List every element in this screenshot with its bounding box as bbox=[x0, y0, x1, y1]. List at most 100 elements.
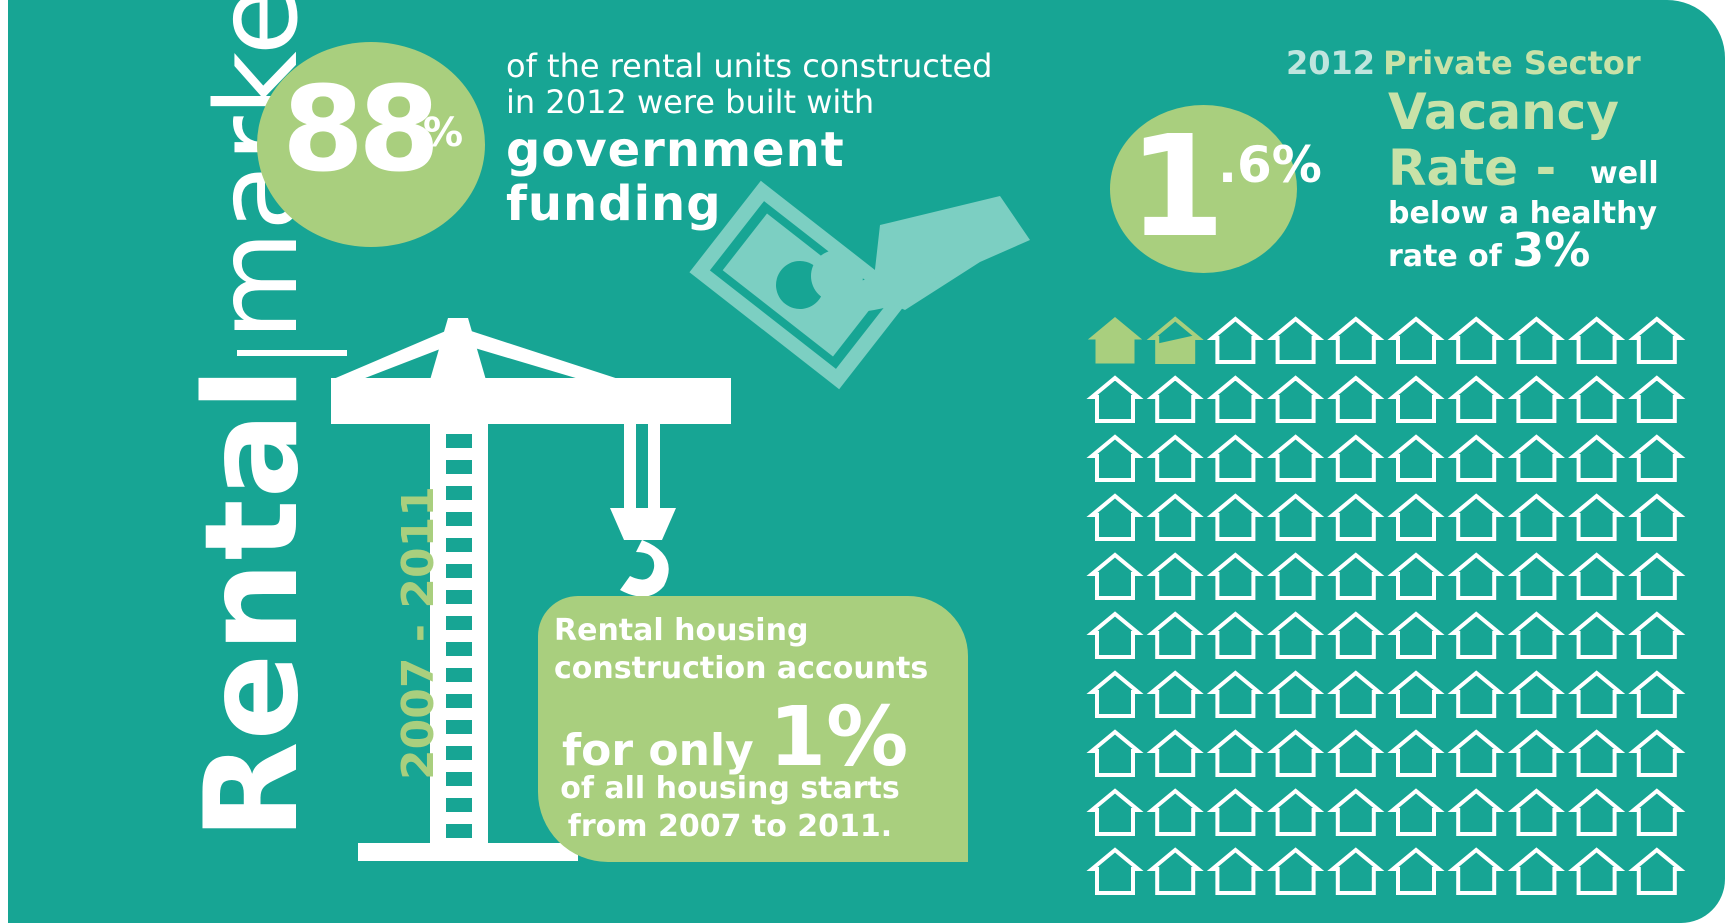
house-icon bbox=[1086, 434, 1144, 482]
percent-88-value: 88 bbox=[282, 60, 440, 198]
house-icon bbox=[1628, 847, 1686, 895]
house-icon bbox=[1507, 788, 1565, 836]
construction-card bbox=[538, 596, 968, 862]
house-icon bbox=[1628, 788, 1686, 836]
crane-ladder bbox=[446, 434, 472, 838]
house-icon bbox=[1447, 788, 1505, 836]
house-icon bbox=[1086, 611, 1144, 659]
house-icon bbox=[1507, 611, 1565, 659]
house-icon bbox=[1507, 316, 1565, 364]
money-hand-icon bbox=[689, 180, 1030, 390]
construction-line-4: of all housing starts bbox=[560, 771, 900, 806]
house-icon bbox=[1628, 493, 1686, 541]
house-icon bbox=[1146, 552, 1204, 600]
house-icon bbox=[1206, 729, 1264, 777]
vacancy-rate-label: Vacancy Rate - bbox=[1388, 84, 1619, 196]
house-icon bbox=[1206, 552, 1264, 600]
house-icon bbox=[1507, 552, 1565, 600]
house-icon bbox=[1327, 788, 1385, 836]
house-icon bbox=[1327, 552, 1385, 600]
gov-big-2: funding bbox=[506, 176, 722, 232]
gov-line-1: of the rental units constructed bbox=[506, 47, 993, 85]
house-icon bbox=[1206, 788, 1264, 836]
house-icon bbox=[1086, 375, 1144, 423]
house-icon bbox=[1146, 847, 1204, 895]
government-description: of the rental units constructed in 2012 … bbox=[506, 48, 992, 120]
house-icon bbox=[1628, 375, 1686, 423]
house-icon bbox=[1387, 316, 1445, 364]
house-icon bbox=[1387, 493, 1445, 541]
house-icon bbox=[1267, 670, 1325, 718]
title-divider bbox=[236, 350, 347, 357]
house-icon bbox=[1146, 611, 1204, 659]
house-icon bbox=[1568, 788, 1626, 836]
house-icon bbox=[1507, 375, 1565, 423]
gov-big-1: government bbox=[506, 122, 845, 178]
house-icon bbox=[1206, 316, 1264, 364]
house-icon bbox=[1206, 375, 1264, 423]
vacancy-healthy-rate: 3% bbox=[1512, 223, 1591, 277]
house-icon bbox=[1568, 552, 1626, 600]
house-icon bbox=[1447, 729, 1505, 777]
house-icon bbox=[1146, 316, 1204, 364]
house-icon bbox=[1086, 552, 1144, 600]
house-icon bbox=[1267, 847, 1325, 895]
construction-footer: of all housing starts from 2007 to 2011. bbox=[552, 770, 908, 846]
house-icon bbox=[1146, 729, 1204, 777]
house-icon bbox=[1267, 434, 1325, 482]
house-icon bbox=[1568, 670, 1626, 718]
house-icon bbox=[1507, 670, 1565, 718]
house-icon bbox=[1568, 316, 1626, 364]
house-icon bbox=[1327, 847, 1385, 895]
vacancy-big-1: Vacancy bbox=[1388, 83, 1619, 141]
house-icon bbox=[1206, 670, 1264, 718]
construction-line-1: Rental housing bbox=[554, 613, 809, 648]
house-icon bbox=[1086, 788, 1144, 836]
house-grid bbox=[1086, 316, 1686, 895]
house-icon bbox=[1327, 375, 1385, 423]
house-icon bbox=[1447, 434, 1505, 482]
house-icon bbox=[1267, 552, 1325, 600]
house-icon bbox=[1327, 493, 1385, 541]
vacancy-value-dec: .6% bbox=[1218, 136, 1322, 194]
vacancy-heading: 2012 Private Sector bbox=[1286, 44, 1641, 82]
house-icon bbox=[1267, 316, 1325, 364]
vacancy-below: below a healthy rate of 3% bbox=[1388, 196, 1657, 275]
house-icon bbox=[1267, 375, 1325, 423]
house-icon bbox=[1206, 847, 1264, 895]
house-icon bbox=[1447, 670, 1505, 718]
house-icon bbox=[1568, 611, 1626, 659]
percent-88-sign: % bbox=[423, 110, 464, 156]
house-icon bbox=[1206, 611, 1264, 659]
vacancy-rate-of: rate of bbox=[1388, 239, 1502, 274]
house-icon bbox=[1267, 493, 1325, 541]
title-bold: Rental bbox=[178, 366, 327, 840]
construction-line-5: from 2007 to 2011. bbox=[567, 809, 893, 844]
vacancy-value-int: 1 bbox=[1128, 106, 1226, 269]
government-funding-label: government funding bbox=[506, 123, 845, 231]
house-icon bbox=[1387, 670, 1445, 718]
house-icon bbox=[1146, 670, 1204, 718]
house-icon bbox=[1507, 493, 1565, 541]
house-icon bbox=[1387, 375, 1445, 423]
construction-percent: 1% bbox=[769, 690, 909, 785]
house-icon bbox=[1387, 788, 1445, 836]
house-icon bbox=[1327, 611, 1385, 659]
house-icon bbox=[1267, 788, 1325, 836]
house-icon bbox=[1447, 552, 1505, 600]
house-icon bbox=[1628, 434, 1686, 482]
house-icon bbox=[1568, 375, 1626, 423]
house-icon bbox=[1628, 611, 1686, 659]
house-icon bbox=[1327, 316, 1385, 364]
vacancy-circle bbox=[1110, 105, 1297, 273]
house-icon bbox=[1146, 434, 1204, 482]
house-icon bbox=[1267, 729, 1325, 777]
percent-88-circle bbox=[257, 42, 485, 247]
house-icon bbox=[1447, 375, 1505, 423]
house-icon bbox=[1146, 375, 1204, 423]
construction-years: 2007 - 2011 bbox=[393, 486, 444, 780]
gov-line-2: in 2012 were built with bbox=[506, 83, 875, 121]
left-edge bbox=[0, 0, 8, 923]
